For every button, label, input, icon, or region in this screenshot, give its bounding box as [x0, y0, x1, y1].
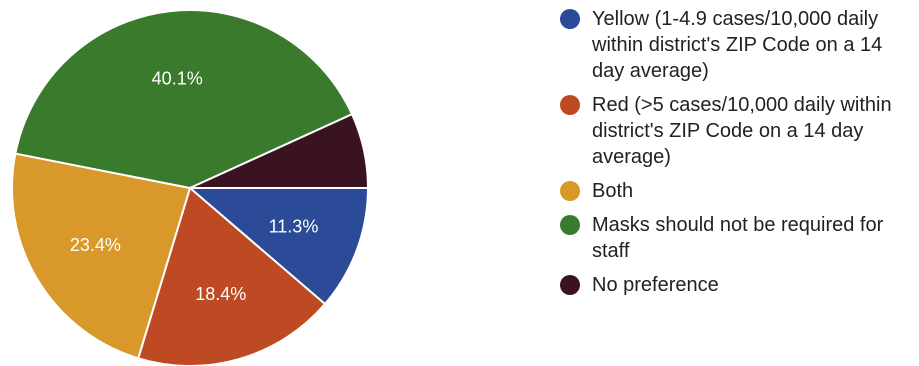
legend-label-2: Both — [592, 180, 634, 202]
legend-item-1: Red (>5 cases/10,000 daily within distri… — [560, 92, 915, 170]
pie-slice-4 — [189, 112, 370, 189]
chart-legend: Yellow (1-4.9 cases/10,000 daily within … — [560, 6, 915, 306]
legend-item-4: No preference — [560, 272, 915, 298]
legend-label-0: Yellow (1-4.9 cases/10,000 daily within … — [592, 8, 883, 82]
legend-swatch-4 — [560, 275, 580, 295]
pie-slice-label-0: 11.3% — [269, 216, 319, 236]
legend-item-2: Both — [560, 178, 915, 204]
pie-slice-label-2: 23.4% — [70, 235, 121, 255]
pie-slices — [11, 9, 370, 366]
pie-slice-3 — [14, 9, 354, 190]
legend-item-3: Masks should not be required for staff — [560, 212, 915, 264]
pie-chart-svg: 11.3% 18.4% 23.4% 40.1% — [11, 9, 370, 366]
legend-item-0: Yellow (1-4.9 cases/10,000 daily within … — [560, 6, 915, 84]
legend-label-3: Masks should not be required for staff — [592, 214, 884, 262]
pie-slice-0 — [187, 187, 370, 306]
pie-slice-label-1: 18.4% — [195, 284, 246, 304]
pie-chart: 11.3% 18.4% 23.4% 40.1% — [0, 0, 380, 366]
legend-swatch-0 — [560, 9, 580, 29]
legend-swatch-2 — [560, 181, 580, 201]
legend-label-1: Red (>5 cases/10,000 daily within distri… — [592, 94, 892, 168]
pie-slice-2 — [11, 152, 192, 360]
pie-slice-label-3: 40.1% — [152, 68, 203, 88]
pie-slice-labels: 11.3% 18.4% 23.4% 40.1% — [70, 68, 318, 304]
legend-swatch-1 — [560, 95, 580, 115]
pie-slice-1 — [136, 186, 327, 366]
legend-swatch-3 — [560, 215, 580, 235]
legend-label-4: No preference — [592, 274, 719, 296]
